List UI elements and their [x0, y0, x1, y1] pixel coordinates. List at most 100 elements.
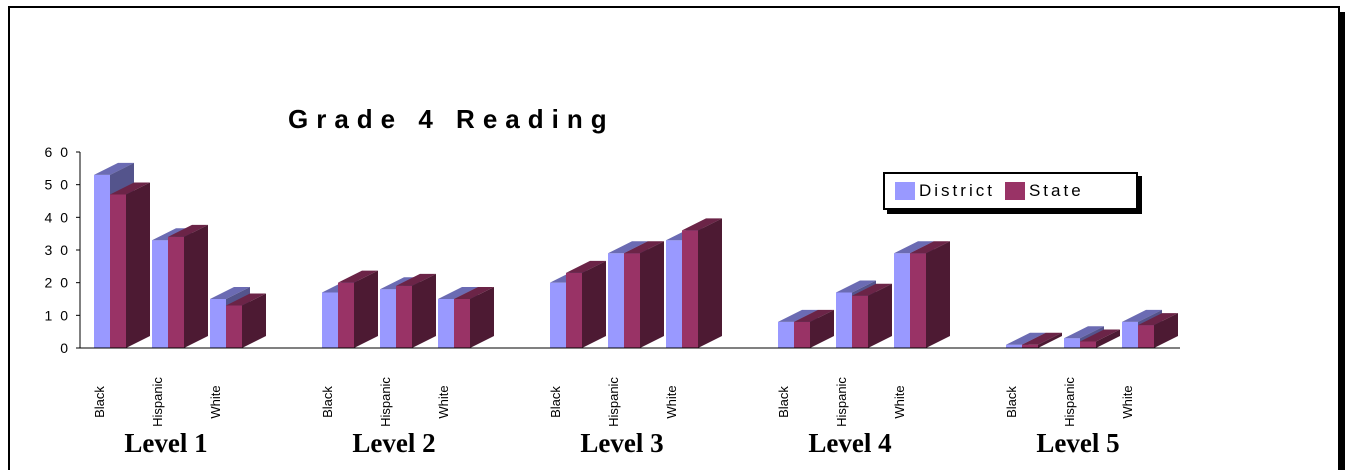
legend-item-district: District	[895, 181, 995, 201]
bar-district-level1-white	[210, 299, 226, 348]
bar-district-level3-hispanic	[608, 253, 624, 348]
y-tick-label: 1 0	[45, 307, 70, 323]
bar-state-level1-white	[226, 305, 242, 348]
bar-state-level1-black-top	[110, 182, 150, 195]
bar-state-level3-black-top	[566, 260, 606, 273]
bar-state-level1-hispanic-top	[168, 224, 208, 237]
group-label-level-3: Level 3	[580, 428, 663, 458]
y-tick-label: 2 0	[45, 275, 70, 291]
bar-state-level5-white-top	[1138, 313, 1178, 326]
bar-district-level4-white	[894, 253, 910, 348]
y-tick-label: 4 0	[45, 209, 70, 225]
legend-swatch-district	[895, 182, 915, 200]
bar-state-level2-white	[454, 299, 470, 348]
bar-state-level3-black	[566, 272, 582, 348]
bar-state-level2-white-top	[454, 287, 494, 299]
bar-district-level5-black	[1006, 344, 1022, 348]
bar-district-level4-hispanic	[836, 292, 852, 348]
bar-district-level1-black	[94, 174, 110, 348]
bar-state-level2-black	[338, 282, 354, 348]
bar-state-level4-black-top	[794, 309, 834, 322]
bar-state-level5-black-top	[1022, 332, 1062, 345]
bar-state-level1-white-top	[226, 293, 266, 306]
category-label-black: Black	[548, 386, 563, 418]
bar-district-level4-black	[778, 321, 794, 348]
chart-title: Grade 4 Reading	[288, 104, 615, 134]
bar-state-level3-white-side	[698, 218, 722, 348]
bar-state-level3-hispanic	[624, 253, 640, 348]
bar-state-level3-white-top	[682, 218, 722, 231]
y-tick-label: 6 0	[45, 144, 70, 160]
bar-state-level5-hispanic-top	[1080, 329, 1120, 342]
category-label-black: Black	[1004, 386, 1019, 418]
category-label-black: Black	[776, 386, 791, 418]
bar-district-level1-white-top	[210, 287, 250, 299]
bar-district-level3-white	[666, 240, 682, 348]
bar-district-level2-hispanic	[380, 289, 396, 348]
group-label-level-1: Level 1	[124, 428, 207, 458]
bar-state-level1-black	[110, 194, 126, 348]
bar-state-level2-hispanic	[396, 285, 412, 348]
bar-district-level5-hispanic	[1064, 338, 1080, 348]
bar-state-level4-hispanic-side	[868, 283, 892, 348]
bar-state-level5-white-side	[1154, 313, 1178, 348]
bar-state-level3-white	[682, 230, 698, 348]
legend-label-district: District	[919, 181, 995, 200]
bar-district-level5-white	[1122, 321, 1138, 348]
bar-district-level2-black	[322, 292, 338, 348]
bar-district-level4-white-top	[894, 241, 934, 254]
bar-state-level4-white-side	[926, 241, 950, 348]
bar-state-level1-black-side	[126, 182, 150, 348]
category-label-black: Black	[320, 386, 335, 418]
bar-state-level4-white	[910, 253, 926, 348]
bar-state-level5-hispanic	[1080, 341, 1096, 348]
category-label-hispanic: Hispanic	[150, 377, 165, 427]
chart-frame	[8, 6, 1340, 470]
bar-district-level5-white-top	[1122, 309, 1162, 322]
bar-state-level2-hispanic-side	[412, 273, 436, 348]
bar-district-level5-hispanic-top	[1064, 326, 1104, 339]
bar-state-level1-hispanic	[168, 236, 184, 348]
category-label-white: White	[208, 385, 223, 418]
legend-swatch-state	[1004, 182, 1025, 200]
bar-district-level2-white	[438, 299, 454, 348]
bar-state-level5-hispanic-side	[1096, 329, 1120, 348]
bar-district-level1-black-top	[94, 162, 134, 175]
legend-label-state: State	[1028, 181, 1084, 200]
bar-state-level4-black	[794, 321, 810, 348]
bar-state-level3-black-side	[582, 260, 606, 348]
bar-state-level4-white-top	[910, 241, 950, 254]
bar-state-level5-black-side	[1038, 332, 1062, 348]
category-label-hispanic: Hispanic	[834, 377, 849, 427]
category-label-white: White	[1120, 385, 1135, 418]
bar-state-level3-hispanic-side	[640, 241, 664, 348]
bar-district-level4-black-top	[778, 309, 818, 322]
bar-state-level5-white	[1138, 325, 1154, 348]
legend-item-state: State	[1004, 181, 1084, 201]
bar-state-level1-hispanic-side	[184, 224, 208, 348]
bar-district-level2-white-top	[438, 287, 478, 299]
group-label-level-5: Level 5	[1036, 428, 1119, 458]
frame-shadow	[1340, 12, 1345, 470]
legend: District State	[883, 172, 1138, 210]
bar-district-level3-black	[550, 282, 566, 348]
bar-state-level1-white-side	[242, 293, 266, 348]
bar-state-level4-hispanic-top	[852, 283, 892, 296]
bar-state-level3-hispanic-top	[624, 241, 664, 254]
bar-district-level1-hispanic	[152, 240, 168, 348]
group-label-level-4: Level 4	[808, 428, 891, 458]
bar-state-level2-hispanic-top	[396, 273, 436, 286]
bar-district-level5-black-top	[1006, 332, 1046, 345]
y-tick-label: 5 0	[45, 177, 70, 193]
bar-district-level3-hispanic-top	[608, 241, 648, 254]
bar-state-level2-black-side	[354, 270, 378, 348]
y-tick-label: 0	[60, 340, 70, 356]
bar-state-level4-hispanic	[852, 295, 868, 348]
category-label-black: Black	[92, 386, 107, 418]
bar-state-level5-black	[1022, 344, 1038, 348]
category-label-hispanic: Hispanic	[378, 377, 393, 427]
category-label-hispanic: Hispanic	[1062, 377, 1077, 427]
category-label-white: White	[664, 385, 679, 418]
bar-state-level2-white-side	[470, 287, 494, 348]
